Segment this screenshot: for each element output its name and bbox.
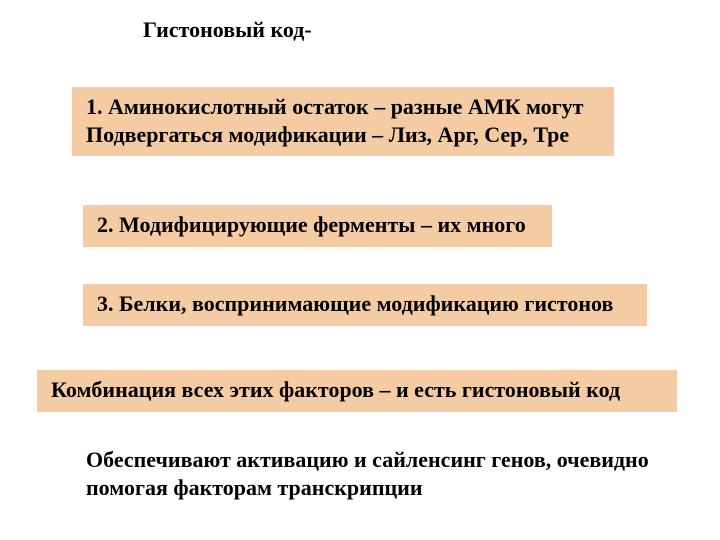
item1-line2: Подвергаться модификации – Лиз, Арг, Сер… [86, 121, 600, 149]
item1-line1: 1. Аминокислотный остаток – разные АМК м… [86, 93, 600, 121]
item2-box: 2. Модифицирующие ферменты – их много [83, 205, 552, 247]
item2-text: 2. Модифицирующие ферменты – их много [97, 212, 526, 237]
footer-line1: Обеспечивают активацию и сайленсинг гено… [86, 446, 668, 474]
item1-box: 1. Аминокислотный остаток – разные АМК м… [72, 87, 614, 156]
combo-text: Комбинация всех этих факторов – и есть г… [51, 377, 620, 402]
title-box: Гистоновый код- [129, 10, 351, 52]
combo-box: Комбинация всех этих факторов – и есть г… [37, 370, 677, 412]
footer-box: Обеспечивают активацию и сайленсинг гено… [72, 440, 682, 509]
item3-box: 3. Белки, воспринимающие модификацию гис… [83, 284, 647, 326]
footer-line2: помогая факторам транскрипции [86, 474, 668, 502]
item3-text: 3. Белки, воспринимающие модификацию гис… [97, 291, 613, 316]
title-text: Гистоновый код- [143, 17, 312, 42]
